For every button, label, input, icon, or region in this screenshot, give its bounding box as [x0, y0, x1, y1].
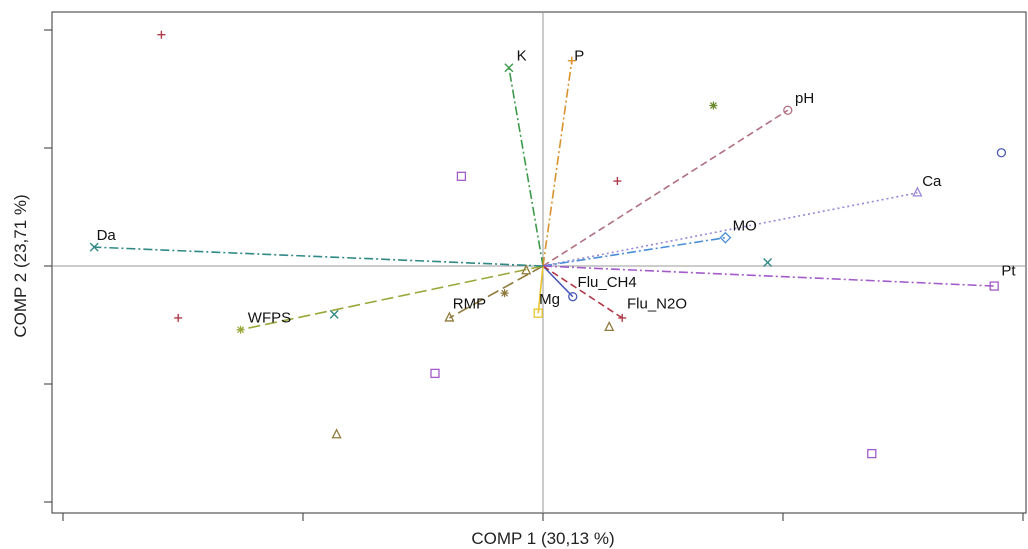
- vector-p: [542, 60, 573, 267]
- vector-flu-ch4: [542, 265, 574, 298]
- x-axis-title: COMP 1 (30,13 %): [471, 529, 614, 548]
- observation-point-4: [613, 177, 622, 186]
- axis-ticks: [44, 29, 1024, 521]
- observation-point-2: [456, 171, 467, 181]
- vector-mg: [537, 265, 544, 314]
- vector-ca: [542, 192, 918, 267]
- vector-label-p: P: [574, 48, 584, 65]
- observation-point-6: [763, 257, 773, 267]
- vector-label-ca: Ca: [922, 173, 942, 190]
- observation-point-10: [500, 289, 509, 298]
- observation-point-8: [329, 309, 339, 319]
- vector-marker-p: [567, 56, 576, 65]
- plot-frame: [51, 11, 1027, 514]
- observation-point-14: [867, 448, 877, 459]
- vector-wfps: [240, 265, 544, 331]
- vector-marker-flu-ch4: [568, 292, 578, 302]
- vector-marker-pt: [989, 281, 999, 291]
- vector-label-rmp: RMP: [453, 295, 486, 312]
- vector-labels: K PpH Ca MO Pt Flu_CH4 Flu_N2O Mg RMP WFPS Da: [97, 48, 1017, 327]
- reference-lines: [52, 12, 1026, 513]
- vector-marker-mo: [719, 231, 732, 244]
- observation-point-11: [604, 320, 615, 332]
- vector-marker-flu-n2o: [618, 313, 627, 322]
- observation-points: [157, 30, 1007, 459]
- vector-label-da: Da: [97, 227, 117, 244]
- vector-marker-k: [504, 63, 514, 73]
- observation-point-12: [430, 368, 440, 379]
- loading-vectors: [89, 56, 999, 334]
- vector-k: [508, 67, 544, 267]
- vector-label-flu-ch4: Flu_CH4: [578, 274, 637, 291]
- vector-label-pt: Pt: [1001, 262, 1016, 279]
- vector-marker-da: [89, 242, 99, 252]
- vector-label-k: K: [517, 48, 527, 65]
- vector-rmp: [449, 265, 544, 319]
- vector-label-wfps: WFPS: [248, 310, 291, 327]
- y-axis-title: COMP 2 (23,71 %): [11, 194, 30, 337]
- observation-point-1: [157, 30, 166, 39]
- observation-point-3: [709, 101, 718, 110]
- vector-da: [94, 246, 544, 267]
- observation-point-9: [521, 264, 532, 275]
- vector-label-flu-n2o: Flu_N2O: [627, 295, 687, 312]
- vector-marker-rmp: [444, 311, 455, 322]
- vector-pt: [542, 265, 995, 287]
- vector-label-mo: MO: [733, 218, 757, 235]
- vector-flu-n2o: [542, 265, 623, 319]
- vector-marker-wfps: [236, 325, 245, 334]
- vector-marker-ph: [783, 105, 793, 115]
- observation-point-7: [174, 313, 183, 322]
- vector-mo: [542, 236, 726, 267]
- observation-point-13: [331, 428, 342, 439]
- vector-label-mg: Mg: [539, 291, 560, 308]
- vector-marker-mg: [533, 308, 543, 318]
- vector-ph: [542, 109, 789, 267]
- observation-point-5: [996, 148, 1007, 158]
- vector-label-ph: pH: [795, 90, 814, 107]
- vector-marker-ca: [912, 186, 923, 197]
